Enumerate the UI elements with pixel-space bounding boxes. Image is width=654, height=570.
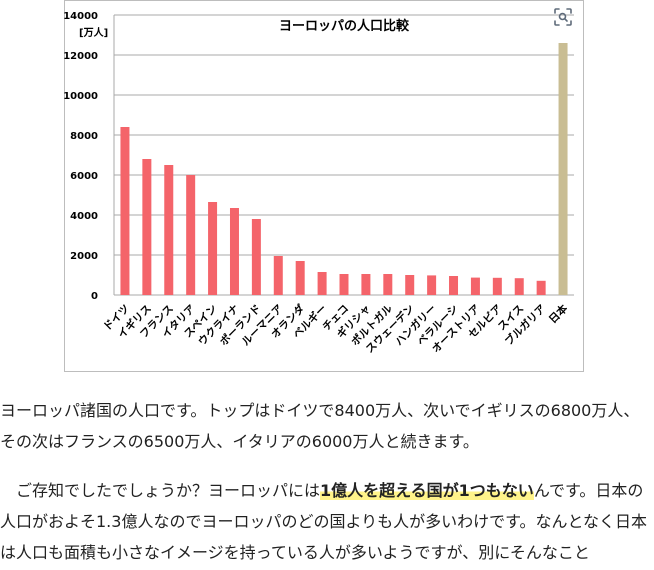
bar-15 [427,275,437,295]
y-tick-label: 12000 [64,51,98,62]
bar-21 [558,43,568,295]
bar-1 [120,127,130,295]
y-tick-label: 4000 [70,211,98,222]
bar-4 [186,175,196,295]
y-tick-label: 0 [91,291,98,302]
bar-10 [317,272,327,295]
bar-20 [536,280,546,295]
bar-17 [470,277,480,295]
bar-8 [273,256,283,295]
lens-search-icon [554,8,572,26]
bar-19 [514,278,524,295]
y-tick-label: 2000 [70,251,98,262]
body-paragraph: ご存知でしたでしょうか？ヨーロッパには1億人を超える国が1つもないんです。日本の… [0,475,654,568]
highlight-text: 1億人を超える国が1つもない [320,481,534,500]
bar-7 [251,219,261,295]
bar-14 [405,275,415,295]
body-text-before: ご存知でしたでしょうか？ヨーロッパには [0,481,321,500]
body-text-after: んです。日本の人口がおよそ1.3億人なのでヨーロッパのどの国よりも人が多いわけで… [0,481,648,562]
bar-12 [361,274,371,295]
bar-2 [142,159,152,295]
bar-9 [295,261,305,295]
bar-16 [449,276,459,295]
y-tick-label: 10000 [64,91,98,102]
y-tick-label: 8000 [70,131,98,142]
bar-13 [383,274,393,295]
y-axis-label: [万人] [79,26,108,39]
y-tick-label: 14000 [64,11,98,22]
chart-title: ヨーロッパの人口比較 [279,18,410,34]
bar-6 [229,208,239,295]
intro-paragraph: ヨーロッパ諸国の人口です。トップはドイツで8400万人、次いでイギリスの6800… [0,401,640,451]
bar-5 [208,202,218,295]
y-tick-label: 6000 [70,171,98,182]
bar-3 [164,165,174,295]
bar-11 [339,274,349,295]
bar-18 [492,277,502,295]
population-chart: 0 2000 4000 6000 8000 10000 12000 14000 ドイツ イギリス… [64,0,584,372]
lens-search-button[interactable] [548,4,578,30]
